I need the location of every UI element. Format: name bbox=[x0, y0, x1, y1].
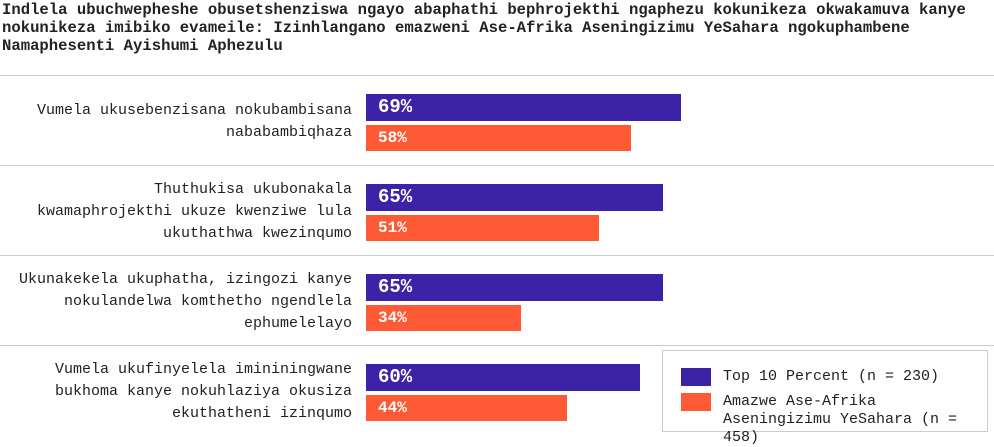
row-separator bbox=[0, 255, 994, 256]
bar bbox=[366, 184, 663, 211]
bar bbox=[366, 395, 567, 421]
category-label: Thuthukisa ukubonakala kwamaphrojekthi u… bbox=[36, 181, 352, 242]
bar bbox=[366, 215, 599, 241]
bar bbox=[366, 274, 663, 301]
value-label: 34% bbox=[378, 309, 407, 327]
value-label: 51% bbox=[378, 219, 407, 237]
legend-label: Amazwe Ase-Afrika Aseningizimu YeSahara … bbox=[723, 393, 958, 446]
value-label: 60% bbox=[378, 366, 413, 388]
value-label: 44% bbox=[378, 399, 407, 417]
value-label: 69% bbox=[378, 96, 413, 118]
category-label: Ukunakekela ukuphatha, izingozi kanye no… bbox=[18, 271, 352, 332]
value-label: 58% bbox=[378, 129, 407, 147]
category-label: Vumela ukufinyelela imininingwane bukhom… bbox=[54, 361, 352, 422]
row-separator bbox=[0, 345, 994, 346]
category-label: Vumela ukusebenzisana nokubambisana naba… bbox=[36, 102, 352, 141]
legend: Top 10 Percent (n = 230) Amazwe Ase-Afrik… bbox=[662, 350, 988, 446]
bar bbox=[366, 364, 640, 391]
chart-title: Indlela ubuchwepheshe obusetshenziswa ng… bbox=[2, 1, 966, 55]
bar bbox=[366, 305, 522, 331]
bar bbox=[366, 94, 681, 121]
value-label: 65% bbox=[378, 186, 413, 208]
legend-label: Top 10 Percent (n = 230) bbox=[723, 368, 940, 385]
value-label: 65% bbox=[378, 276, 413, 298]
legend-swatch bbox=[681, 393, 711, 411]
bar bbox=[366, 125, 631, 151]
row-separator bbox=[0, 165, 994, 166]
row-separator bbox=[0, 75, 994, 76]
legend-swatch bbox=[681, 368, 711, 386]
